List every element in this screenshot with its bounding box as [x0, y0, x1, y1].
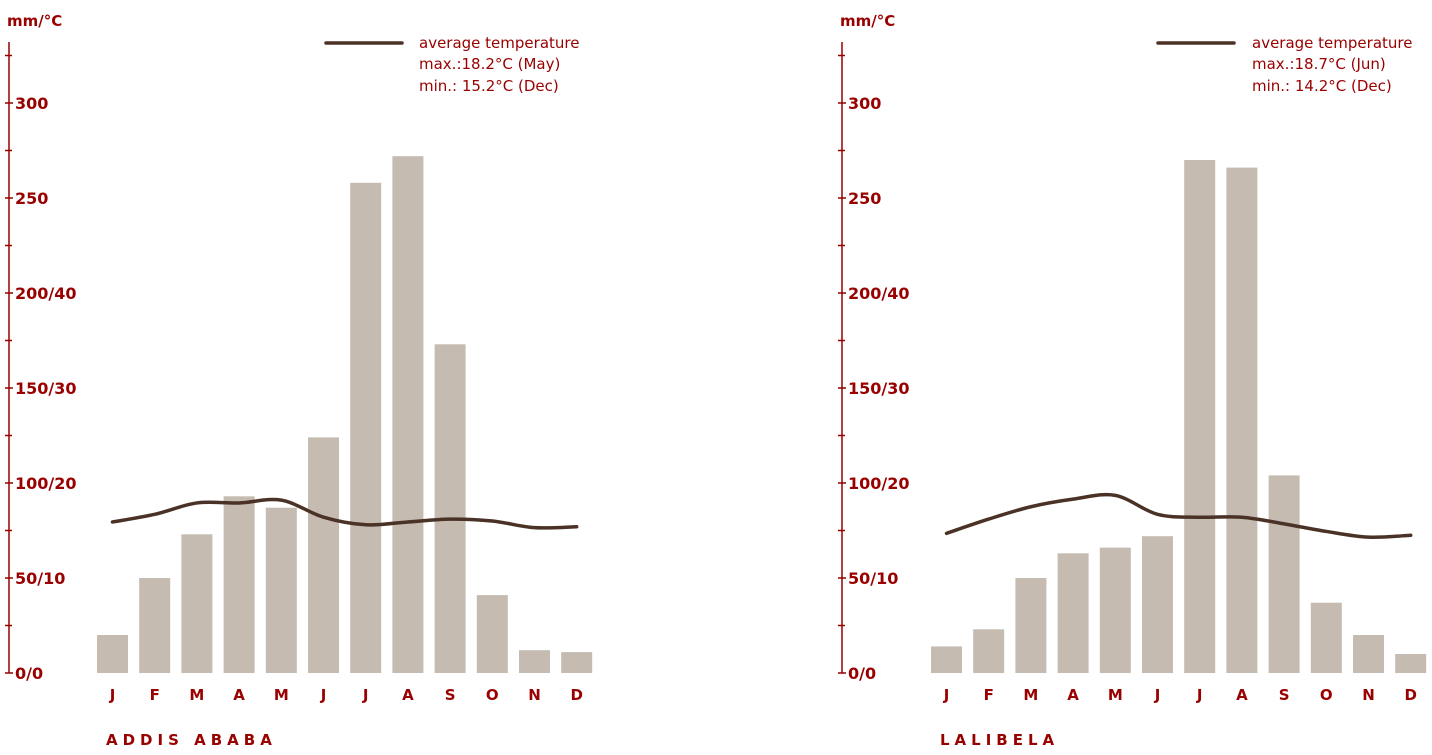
precipitation-bar: [223, 496, 255, 673]
month-label: A: [233, 686, 245, 704]
y-unit-label: mm/°C: [7, 12, 62, 30]
month-label: D: [570, 686, 582, 704]
precipitation-bar: [973, 629, 1005, 673]
precipitation-bar: [1353, 635, 1384, 673]
y-tick-label: 150/30: [15, 379, 77, 398]
precipitation-bar: [181, 534, 213, 673]
precipitation-bar: [476, 595, 508, 673]
month-label: J: [320, 686, 327, 704]
precipitation-bar: [1268, 475, 1300, 673]
precipitation-bar: [519, 650, 550, 673]
month-label: N: [1362, 686, 1375, 704]
legend-max-text: max.:18.2°C (May): [419, 55, 560, 73]
month-label: O: [486, 686, 499, 704]
chart-panel-1: mm/°C 0/0 50/10 100/20 150/30 200/40 250 300 J F M…: [838, 12, 1427, 749]
month-label: A: [1067, 686, 1079, 704]
precipitation-bar: [350, 182, 382, 674]
y-tick-label: 100/20: [848, 474, 910, 493]
month-label: S: [445, 686, 456, 704]
month-label: A: [1236, 686, 1248, 704]
y-tick-label: 250: [15, 189, 48, 208]
month-label: M: [189, 686, 204, 704]
city-title: LALIBELA: [940, 731, 1059, 749]
precipitation-bar: [97, 635, 128, 673]
month-label: F: [984, 686, 994, 704]
month-label: O: [1320, 686, 1333, 704]
precipitation-bar: [1057, 553, 1089, 673]
precipitation-bar: [1226, 167, 1258, 673]
y-tick-label: 100/20: [15, 474, 77, 493]
precipitation-bar: [931, 646, 962, 673]
legend-label: average temperature: [1252, 34, 1412, 52]
legend: average temperature max.:18.7°C (Jun) min.…: [1156, 34, 1412, 95]
legend-max-text: max.:18.7°C (Jun): [1252, 55, 1386, 73]
precipitation-bar: [434, 344, 466, 673]
month-label: S: [1279, 686, 1290, 704]
precipitation-bar: [1142, 536, 1173, 673]
month-label: J: [1196, 686, 1203, 704]
temperature-line: [944, 492, 1413, 540]
month-label: A: [402, 686, 414, 704]
precipitation-bar: [392, 156, 424, 673]
precipitation-bar: [1099, 547, 1131, 673]
precipitation-bar: [1310, 602, 1342, 673]
month-label: M: [274, 686, 289, 704]
month-label: N: [528, 686, 541, 704]
precipitation-bar: [1395, 654, 1427, 673]
y-tick-label: 0/0: [848, 664, 876, 683]
city-title: ADDIS ABABA: [106, 731, 277, 749]
precipitation-bar: [1184, 160, 1216, 673]
temperature-line: [110, 497, 579, 530]
precipitation-bar: [308, 437, 339, 673]
y-tick-label: 200/40: [15, 284, 77, 303]
month-label: J: [943, 686, 950, 704]
precipitation-bar: [1015, 578, 1047, 673]
chart-panel-0: mm/°C 0/0 50/10 100/20 150/30 200/40 250 300 J F M…: [5, 12, 593, 749]
month-label: J: [362, 686, 369, 704]
legend-label: average temperature: [419, 34, 579, 52]
y-tick-label: 300: [15, 94, 48, 113]
legend: average temperature max.:18.2°C (May) min.…: [324, 34, 579, 95]
y-tick-label: 0/0: [15, 664, 43, 683]
month-label: M: [1108, 686, 1123, 704]
y-tick-label: 50/10: [15, 569, 65, 588]
y-tick-label: 300: [848, 94, 881, 113]
y-tick-label: 150/30: [848, 379, 910, 398]
legend-min-text: min.: 15.2°C (Dec): [419, 77, 559, 95]
month-label: J: [109, 686, 116, 704]
month-label: M: [1023, 686, 1038, 704]
month-label: F: [150, 686, 160, 704]
y-tick-label: 50/10: [848, 569, 898, 588]
precipitation-bar: [139, 578, 171, 673]
month-label: J: [1154, 686, 1161, 704]
legend-min-text: min.: 14.2°C (Dec): [1252, 77, 1392, 95]
y-tick-label: 250: [848, 189, 881, 208]
y-unit-label: mm/°C: [840, 12, 895, 30]
precipitation-bar: [561, 652, 593, 673]
precipitation-bar: [265, 507, 297, 673]
y-tick-label: 200/40: [848, 284, 910, 303]
month-label: D: [1404, 686, 1416, 704]
